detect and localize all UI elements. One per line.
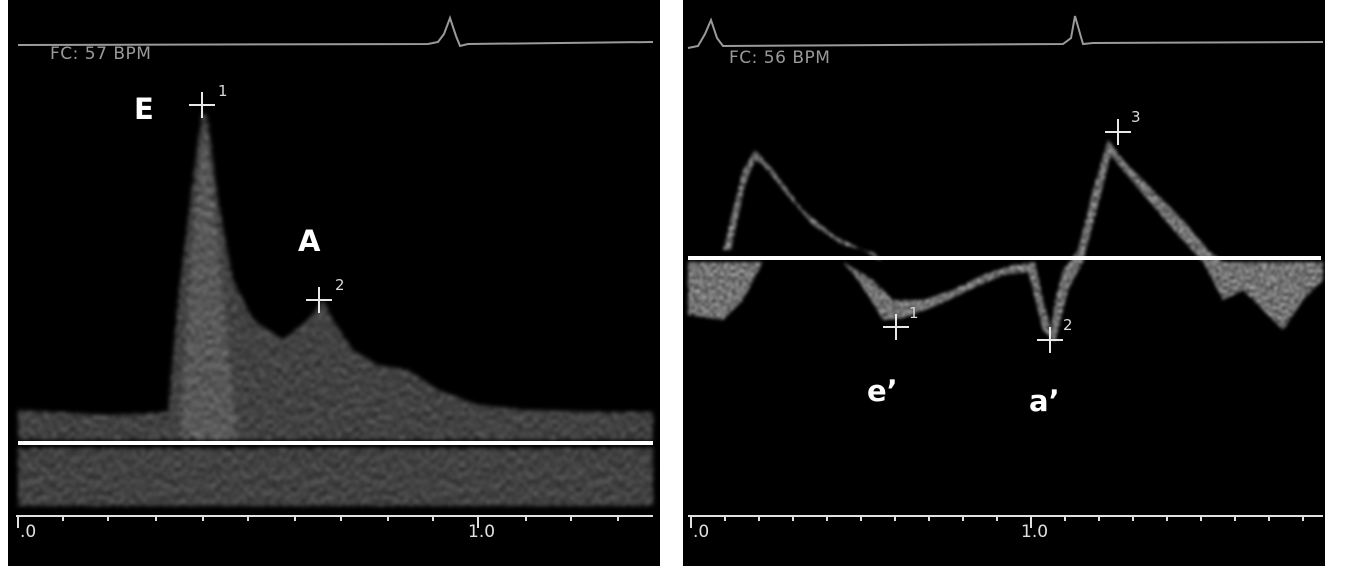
time-axis <box>16 515 653 528</box>
velocity-trace <box>688 140 1323 342</box>
axis-tick-zero: .0 <box>693 522 710 542</box>
axis-tick-zero: .0 <box>20 522 37 542</box>
heart-rate-readout: FC: 56 BPM <box>729 48 831 68</box>
doppler-spectrum-graphic <box>16 15 654 528</box>
marker-number-1: 1 <box>218 82 228 100</box>
e-prime-label: e’ <box>867 374 898 408</box>
marker-number-2: 2 <box>1063 316 1073 334</box>
caliper-marker-2 <box>306 287 332 313</box>
caliper-marker-1 <box>189 92 215 118</box>
time-axis <box>688 515 1323 528</box>
a-prime-label: a’ <box>1029 384 1060 418</box>
ecg-trace <box>687 15 1324 49</box>
ecg-trace <box>17 15 654 48</box>
mitral-inflow-doppler-panel: FC: 57 BPM E A 1 2 .0 1.0 <box>8 0 660 566</box>
caliper-marker-1 <box>883 314 909 340</box>
a-wave-label: A <box>298 224 321 258</box>
axis-tick-one: 1.0 <box>468 522 496 542</box>
marker-number-3: 3 <box>1131 108 1141 126</box>
tissue-doppler-graphic <box>687 15 1324 528</box>
mirror-spectrum <box>18 448 653 506</box>
heart-rate-readout: FC: 57 BPM <box>50 44 152 64</box>
e-wave-label: E <box>134 92 154 126</box>
spectral-envelope <box>18 110 653 440</box>
tissue-doppler-panel: FC: 56 BPM 1 2 3 e’ a’ .0 1.0 <box>683 0 1325 566</box>
axis-tick-one: 1.0 <box>1021 522 1049 542</box>
caliper-marker-2 <box>1037 327 1063 353</box>
marker-number-2: 2 <box>335 276 345 294</box>
marker-number-1: 1 <box>909 304 919 322</box>
caliper-marker-3 <box>1105 119 1131 145</box>
